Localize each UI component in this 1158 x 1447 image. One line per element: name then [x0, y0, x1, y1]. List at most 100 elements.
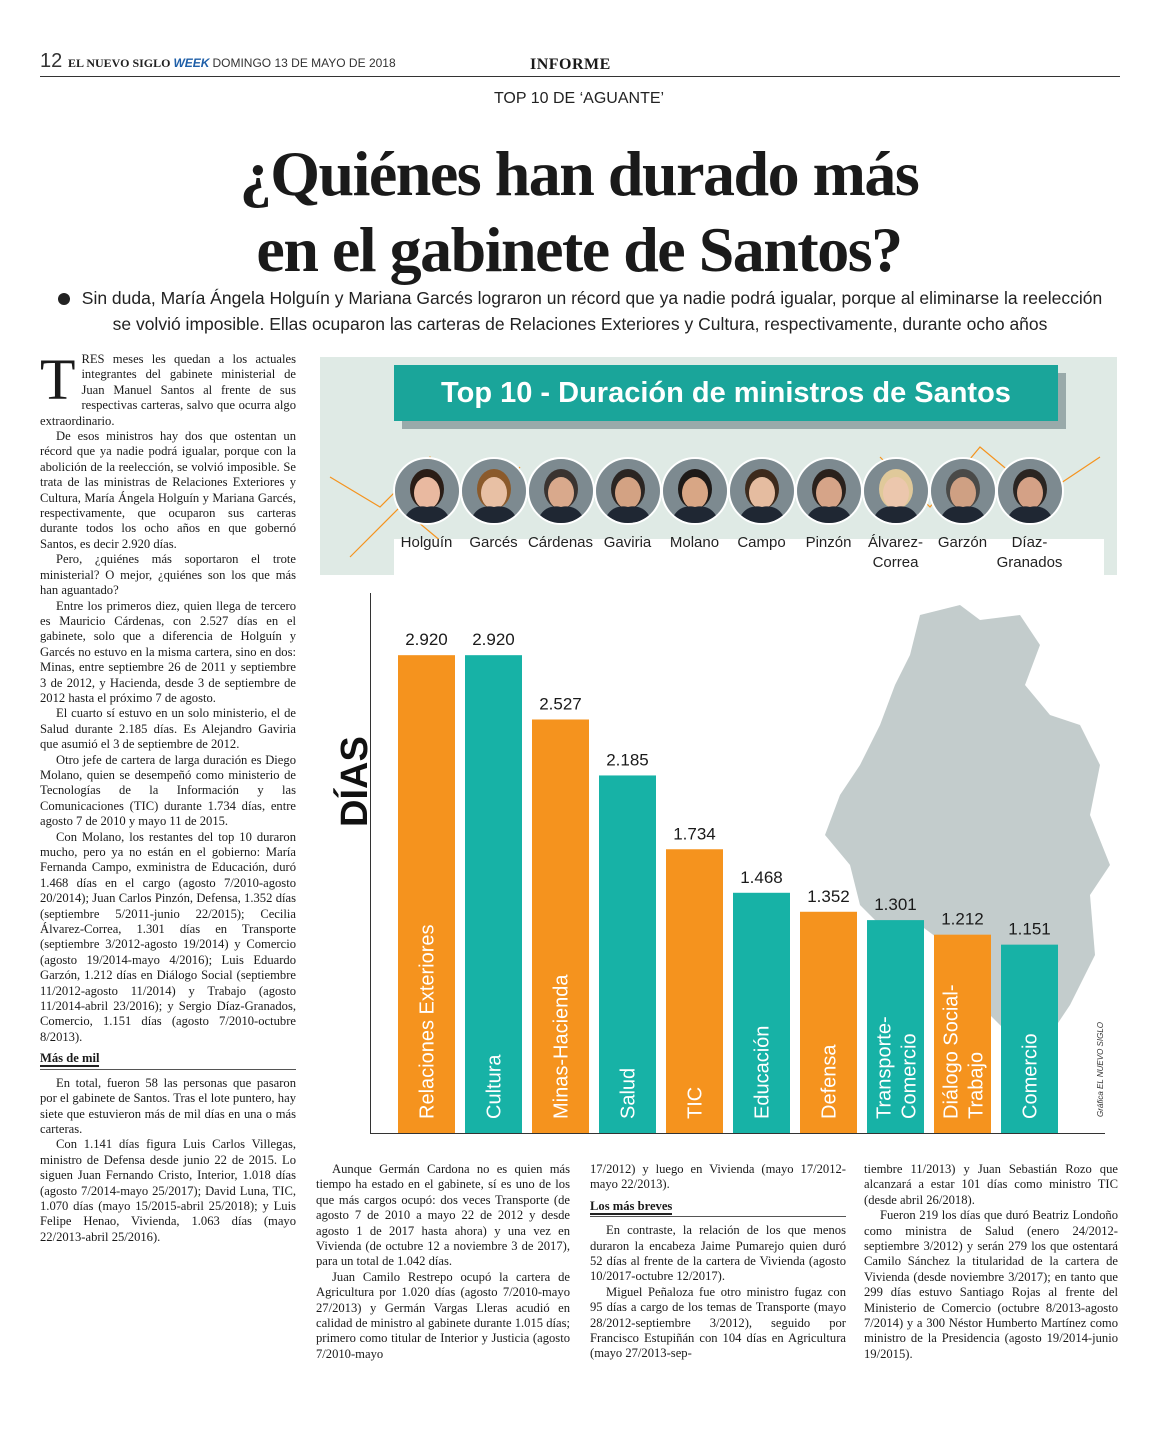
- paragraph: De esos ministros hay dos que ostentan u…: [40, 429, 296, 551]
- category-label: Comercio: [1020, 1033, 1042, 1119]
- minister-name: Gaviria: [603, 534, 652, 551]
- paragraph: Pero, ¿quiénes más soportaron el trote m…: [40, 552, 296, 598]
- section-name: INFORME: [530, 56, 611, 73]
- value-label: 1.212: [941, 910, 984, 929]
- publication-name: EL NUEVO SIGLO: [68, 56, 171, 70]
- publication-week: WEEK: [173, 56, 210, 70]
- column-4: tiembre 11/2013) y Juan Sebastián Rozo q…: [864, 1162, 1118, 1362]
- category-label: Diálogo Social- Trabajo: [941, 984, 988, 1119]
- portrait-icon: [997, 459, 1062, 523]
- bar-0: [398, 655, 455, 1133]
- portrait: [593, 457, 662, 525]
- publication-line: EL NUEVO SIGLO WEEK DOMINGO 13 DE MAYO D…: [68, 56, 396, 71]
- paragraph: Juan Camilo Restrepo ocupó la cartera de…: [316, 1269, 570, 1361]
- publication-date: DOMINGO 13 DE MAYO DE 2018: [212, 56, 396, 70]
- bar-6: [800, 911, 857, 1133]
- subhead-text: Los más breves: [590, 1198, 673, 1215]
- paragraph: Aunque Germán Cardona no es quien más ti…: [316, 1162, 570, 1269]
- minister-name: Holguín: [400, 534, 453, 551]
- paragraph: El cuarto sí estuvo en un solo ministeri…: [40, 706, 296, 752]
- portrait: [794, 457, 863, 525]
- left-column: T RES meses les quedan a los actuales int…: [40, 347, 296, 1245]
- minister-name: Pinzón: [805, 534, 852, 551]
- portrait-icon: [461, 459, 526, 523]
- portrait: [526, 457, 595, 525]
- bar-4: [666, 849, 723, 1133]
- bar-1: [465, 655, 522, 1133]
- category-label: Cultura: [484, 1054, 506, 1119]
- paragraph: tiembre 11/2013) y Juan Sebastián Rozo q…: [864, 1162, 1118, 1207]
- headline-line-1: ¿Quiénes han durado más: [239, 138, 920, 209]
- paragraph: 17/2012) y luego en Vivienda (mayo 17/20…: [590, 1162, 846, 1192]
- paragraph: Con 1.141 días figura Luis Carlos Villeg…: [40, 1137, 296, 1244]
- minister-name: Campo: [737, 534, 786, 551]
- map-silhouette: [825, 605, 1110, 1045]
- minister-name: Garzón: [937, 534, 988, 551]
- portrait: [995, 457, 1064, 525]
- minister-name: Garcés: [469, 534, 518, 551]
- portrait: [861, 457, 930, 525]
- bar-2: [532, 719, 589, 1133]
- page-header: 12 EL NUEVO SIGLO WEEK DOMINGO 13 DE MAY…: [40, 50, 1120, 77]
- category-label: Relaciones Exteriores: [417, 924, 439, 1119]
- x-axis: [370, 1133, 1105, 1134]
- paragraph: RES meses les quedan a los actuales inte…: [40, 352, 296, 428]
- column-3: 17/2012) y luego en Vivienda (mayo 17/20…: [590, 1162, 846, 1362]
- category-label: Salud: [618, 1068, 640, 1119]
- portrait: [660, 457, 729, 525]
- value-label: 1.734: [673, 824, 716, 843]
- headline-line-2: en el gabinete de Santos?: [256, 214, 903, 285]
- portrait: [928, 457, 997, 525]
- page-number: 12: [40, 50, 63, 72]
- portrait-icon: [863, 459, 928, 523]
- photo-strip: [394, 539, 1104, 575]
- bar-3: [599, 775, 656, 1133]
- portrait-icon: [930, 459, 995, 523]
- category-label: Minas-Hacienda: [551, 974, 573, 1119]
- minister-name: Díaz- Granados: [996, 534, 1063, 571]
- bar-7: [867, 920, 924, 1133]
- value-label: 2.920: [472, 630, 515, 649]
- bar-5: [733, 892, 790, 1133]
- paragraph: En contraste, la relación de los que men…: [590, 1223, 846, 1284]
- minister-name: Álvarez- Correa: [867, 534, 923, 571]
- value-label: 1.301: [874, 895, 917, 914]
- value-label: 2.527: [539, 694, 582, 713]
- portrait-icon: [729, 459, 794, 523]
- bar-chart: 2.920 Relaciones Exteriores 2.920 Cultura 2.…: [398, 630, 1058, 1133]
- dropcap: T: [40, 347, 76, 412]
- kicker: TOP 10 DE ‘AGUANTE’: [493, 90, 665, 107]
- paragraph: Miguel Peñaloza fue otro ministro fugaz …: [590, 1284, 846, 1361]
- subhead-text: Más de mil: [40, 1051, 100, 1068]
- category-label: Defensa: [819, 1044, 841, 1119]
- portrait-icon: [662, 459, 727, 523]
- portrait-icon: [595, 459, 660, 523]
- category-label: Educación: [752, 1026, 774, 1119]
- infographic: Top 10 - Duración de ministros de Santos…: [320, 357, 1117, 1153]
- dek: Sin duda, María Ángela Holguín y Mariana…: [50, 285, 1110, 337]
- y-axis: [370, 593, 371, 1133]
- headline: ¿Quiénes han durado más en el gabinete d…: [0, 136, 1158, 288]
- portrait-icon: [528, 459, 593, 523]
- portrait: [727, 457, 796, 525]
- subhead: Más de mil: [40, 1051, 296, 1070]
- minister-name: Molano: [669, 534, 720, 551]
- portrait-icon: [796, 459, 861, 523]
- bullet-icon: [57, 293, 70, 306]
- category-label: Transporte- Comercio: [874, 1016, 921, 1119]
- paragraph: Fueron 219 los días que duró Beatriz Lon…: [864, 1208, 1118, 1361]
- chart-credit: Gráfica EL NUEVO SIGLO: [1096, 1022, 1105, 1117]
- subhead: Los más breves: [590, 1198, 846, 1218]
- category-label: TIC: [685, 1087, 707, 1119]
- paragraph: Con Molano, los restantes del top 10 dur…: [40, 829, 296, 1044]
- value-label: 1.352: [807, 887, 850, 906]
- paragraph: Otro jefe de cartera de larga duración e…: [40, 752, 296, 829]
- bar-8: [934, 934, 991, 1133]
- value-label: 2.185: [606, 750, 649, 769]
- paragraph: Entre los primeros diez, quien llega de …: [40, 598, 296, 705]
- value-label: 2.920: [405, 630, 448, 649]
- value-label: 1.468: [740, 868, 783, 887]
- bar-9: [1001, 944, 1058, 1133]
- dek-text: Sin duda, María Ángela Holguín y Mariana…: [81, 288, 1103, 334]
- minister-name: Cárdenas: [527, 534, 594, 551]
